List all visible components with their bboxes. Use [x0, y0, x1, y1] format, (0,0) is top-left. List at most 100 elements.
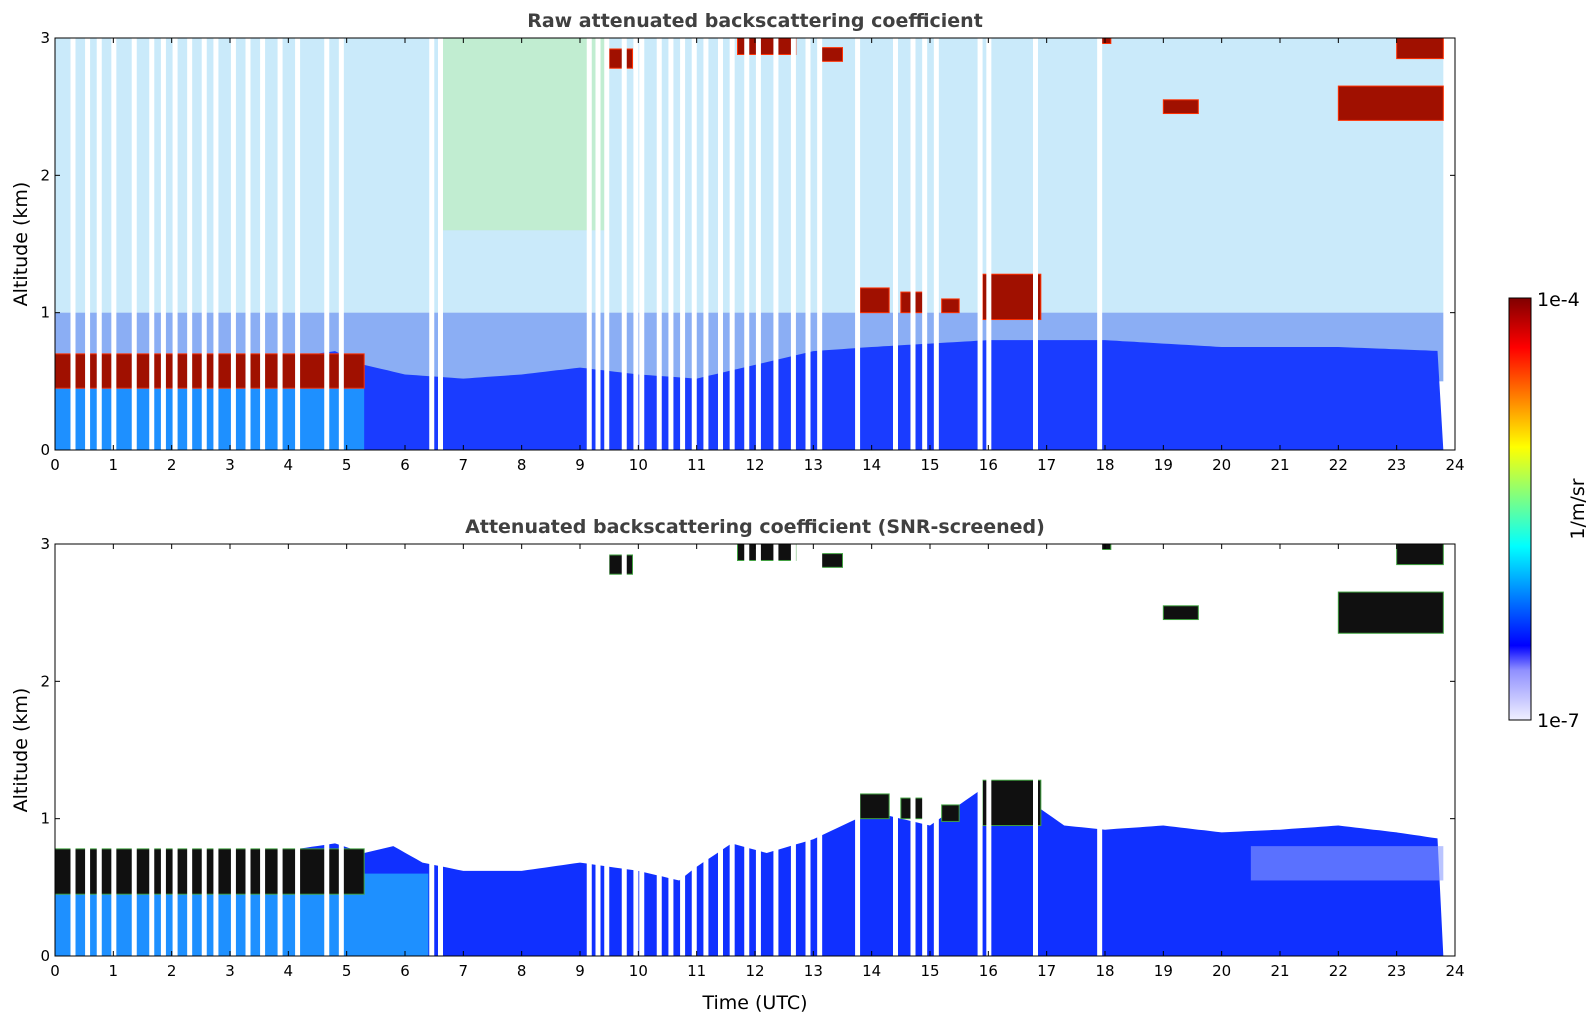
- panel1-axes: 0 1 2 3 4 5 6 7 8 9 10 11 12 13 14 15 16 17 18 19 20 21 22 23 24…: [40, 29, 1464, 474]
- panel2-data-gap-16: [324, 544, 330, 956]
- panel2-xtick-label-3: 3: [225, 962, 235, 980]
- panel1-data-gap-16: [324, 38, 330, 450]
- panel2-data-gap-12: [245, 544, 251, 956]
- panel2-data-gap-28: [680, 544, 686, 956]
- panel2-screened-pale-patch: [1250, 846, 1444, 881]
- panel2-data-gap-47: [1097, 544, 1103, 956]
- panel1-data-gap-10: [213, 38, 219, 450]
- panel1-ytick-label-3: 3: [40, 29, 50, 47]
- panel2-ytick-label-3: 3: [40, 535, 50, 553]
- panel1-cloud-layer-6: [941, 298, 960, 314]
- panel1-data-gap-25: [639, 38, 645, 450]
- panel1-title: Raw attenuated backscattering coefficien…: [527, 10, 983, 32]
- panel1-data-gap-32: [729, 38, 735, 450]
- panel2-data-gap-43: [933, 544, 939, 956]
- panel2-plot-area: [55, 544, 1444, 956]
- panel2-xlabel: Time (UTC): [701, 992, 807, 1014]
- panel2-data-gap-14: [277, 544, 283, 956]
- panel2-xtick-label-15: 15: [920, 962, 939, 980]
- panel1-data-gap-5: [149, 38, 155, 450]
- panel1-data-gap-35: [773, 38, 779, 450]
- panel2-data-gap-45: [986, 544, 992, 956]
- panel1-data-gap-28: [680, 38, 686, 450]
- panel1-data-gap-3: [111, 38, 117, 450]
- panel2-data-gap-27: [668, 544, 674, 956]
- panel1-data-gap-19: [438, 38, 443, 450]
- panel1-plot-area: [55, 38, 1444, 450]
- panel1-data-gap-6: [160, 38, 166, 450]
- panel2-data-gap-18: [429, 544, 435, 956]
- panel2-data-gap-32: [729, 544, 735, 956]
- panel1-data-gap-13: [260, 38, 266, 450]
- panel2-data-gap-21: [595, 544, 601, 956]
- panel2-xtick-label-23: 23: [1387, 962, 1406, 980]
- panel1-data-gap-43: [933, 38, 939, 450]
- panel2-xtick-label-0: 0: [50, 962, 60, 980]
- panel1-xtick-label-21: 21: [1270, 456, 1289, 474]
- colorbar-unit-label: 1/m/sr: [1567, 478, 1589, 539]
- panel1-xtick-label-9: 9: [575, 456, 585, 474]
- panel1-data-gap-7: [172, 38, 178, 450]
- panel1-xtick-label-19: 19: [1154, 456, 1173, 474]
- panel2-data-gap-7: [172, 544, 178, 956]
- panel1-data-gap-31: [718, 38, 723, 450]
- panel1-data-gap-38: [817, 38, 823, 450]
- panel1-xtick-label-15: 15: [920, 456, 939, 474]
- colorbar-max-label: 1e-4: [1537, 289, 1580, 311]
- panel2-cloud-layer-6: [941, 804, 960, 822]
- panel2-data-gap-6: [160, 544, 166, 956]
- panel1-xtick-label-7: 7: [459, 456, 469, 474]
- panel1-cloud-layer-3: [818, 47, 844, 62]
- panel1-xtick-label-17: 17: [1037, 456, 1056, 474]
- panel2-xtick-label-5: 5: [342, 962, 352, 980]
- panel2-data-gap-46: [1033, 544, 1038, 956]
- panel2-data-gap-35: [773, 544, 779, 956]
- panel2-xtick-label-4: 4: [284, 962, 294, 980]
- panel1-data-gap-34: [755, 38, 761, 450]
- panel2-data-gap-2: [96, 544, 102, 956]
- panel2-data-gap-37: [805, 544, 811, 956]
- panel1-data-gap-26: [656, 38, 662, 450]
- panel2-data-gap-42: [922, 544, 928, 956]
- panel2-data-gap-19: [438, 544, 443, 956]
- panel1-cloud-layer-9: [1337, 85, 1444, 121]
- panel2-data-gap-10: [213, 544, 219, 956]
- panel2-data-gap-9: [201, 544, 207, 956]
- panel2-data-gap-41: [910, 544, 916, 956]
- panel2-data-gap-40: [893, 544, 898, 956]
- panel2-cloud-layer-10: [1396, 544, 1444, 566]
- panel2-data-gap-4: [131, 544, 137, 956]
- panel1-data-gap-44: [977, 38, 983, 450]
- panel2-data-gap-15: [295, 544, 301, 956]
- panel2-data-gap-44: [977, 544, 983, 956]
- panel1-xtick-label-14: 14: [862, 456, 881, 474]
- panel1-xtick-label-22: 22: [1329, 456, 1348, 474]
- panel1-noise-greenish-patch: [440, 38, 610, 231]
- panel2-cloud-layer-9: [1337, 591, 1444, 634]
- panel2-data-gap-5: [149, 544, 155, 956]
- panel2-data-gap-33: [744, 544, 750, 956]
- panel2-data-gap-29: [691, 544, 697, 956]
- panel1-data-gap-4: [131, 38, 137, 450]
- panel1-xtick-label-0: 0: [50, 456, 60, 474]
- panel2-data-gap-22: [604, 544, 610, 956]
- panel2-data-gap-3: [111, 544, 117, 956]
- panel2-xtick-label-20: 20: [1212, 962, 1231, 980]
- panel1-xtick-label-5: 5: [342, 456, 352, 474]
- panel1-data-gap-8: [187, 38, 193, 450]
- panel1-xtick-label-1: 1: [109, 456, 119, 474]
- panel2-data-gap-34: [755, 544, 761, 956]
- panel2-axes: 0 1 2 3 4 5 6 7 8 9 10 11 12 13 14 15 16 17 18 19 20 21 22 23 24…: [40, 535, 1464, 980]
- panel1-data-gap-41: [910, 38, 916, 450]
- panel2-data-gap-36: [790, 544, 796, 956]
- panel1-data-gap-27: [668, 38, 674, 450]
- panel1-data-gap-18: [429, 38, 435, 450]
- panel1-data-gap-14: [277, 38, 283, 450]
- panel2-xtick-label-18: 18: [1095, 962, 1114, 980]
- panel2-xtick-label-7: 7: [459, 962, 469, 980]
- panel2-xtick-label-1: 1: [109, 962, 119, 980]
- panel2-xtick-label-8: 8: [517, 962, 527, 980]
- panel2-xtick-label-21: 21: [1270, 962, 1289, 980]
